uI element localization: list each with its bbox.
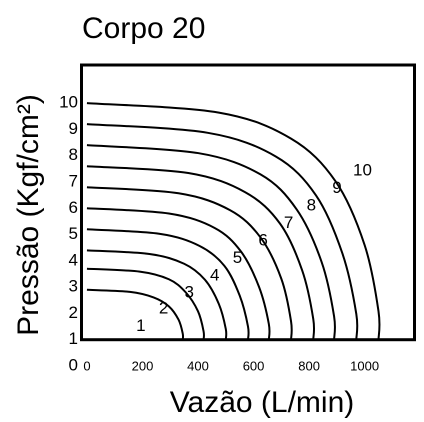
y-tick-label: 9 <box>69 119 78 138</box>
x-axis-title: Vazão (L/min) <box>170 386 355 419</box>
curve <box>86 123 359 340</box>
curve-label: 4 <box>210 265 219 284</box>
x-tick-label: 0 <box>83 358 90 373</box>
curve <box>86 186 293 340</box>
curve <box>86 207 271 340</box>
x-tick-label: 800 <box>298 358 320 373</box>
curve-label: 10 <box>353 161 372 180</box>
chart-title: Corpo 20 <box>82 12 205 45</box>
curve-label: 6 <box>258 230 267 249</box>
x-tick-label: 200 <box>132 358 154 373</box>
curve <box>86 267 205 340</box>
curve <box>86 249 228 340</box>
x-tick-label: 400 <box>187 358 209 373</box>
x-tick-label: 1000 <box>350 358 379 373</box>
y-tick-label: 4 <box>69 250 78 269</box>
y-tick-label: 3 <box>69 277 78 296</box>
y-axis-title: Pressão (Kgf/cm²) <box>12 94 45 336</box>
y-tick-label: 8 <box>69 145 78 164</box>
curve-label: 7 <box>284 213 293 232</box>
curve <box>86 165 316 340</box>
x-tick-label: 600 <box>243 358 265 373</box>
y-tick-label: 0 <box>69 355 78 374</box>
curve-label: 8 <box>307 195 316 214</box>
curve-label: 1 <box>136 316 145 335</box>
curve-label: 3 <box>184 283 193 302</box>
y-tick-label: 10 <box>59 93 78 112</box>
y-tick-label: 2 <box>69 303 78 322</box>
curve <box>86 228 250 340</box>
y-tick-label: 6 <box>69 198 78 217</box>
y-tick-label: 5 <box>69 224 78 243</box>
curve-label: 2 <box>159 298 168 317</box>
y-tick-label: 1 <box>69 329 78 348</box>
curve <box>86 288 185 340</box>
curve <box>86 102 381 340</box>
curve <box>86 144 336 340</box>
y-tick-label: 7 <box>69 171 78 190</box>
curve-label: 5 <box>233 248 242 267</box>
curve-label: 9 <box>332 178 341 197</box>
